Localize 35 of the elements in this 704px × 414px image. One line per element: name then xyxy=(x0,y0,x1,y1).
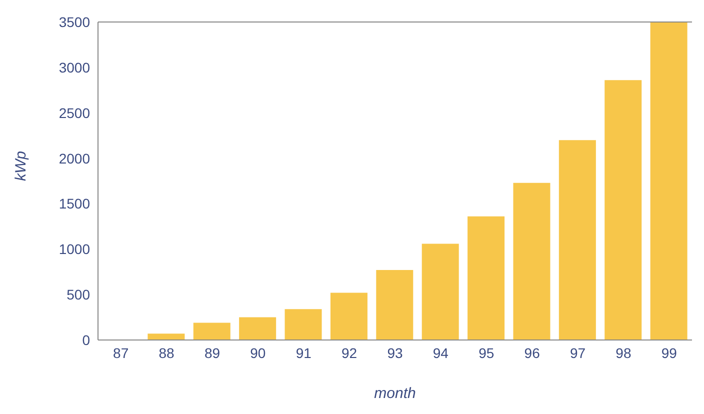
x-tick-label: 89 xyxy=(204,344,220,361)
bar xyxy=(376,270,414,340)
y-tick-label: 3000 xyxy=(58,59,90,76)
x-tick-label: 93 xyxy=(387,344,403,361)
bar xyxy=(239,317,276,340)
x-tick-label: 91 xyxy=(296,344,312,361)
y-tick-label: 3500 xyxy=(58,14,90,30)
y-tick-label: 2000 xyxy=(58,150,90,166)
y-tick-label: 500 xyxy=(66,286,90,303)
x-tick-label: 96 xyxy=(524,344,540,361)
bar xyxy=(468,216,505,340)
bar xyxy=(330,292,368,340)
bar xyxy=(284,309,322,340)
y-tick-label: 1000 xyxy=(58,241,90,258)
x-tick-label: 90 xyxy=(250,344,266,361)
x-tick-label: 95 xyxy=(478,344,494,361)
y-tick-label: 2500 xyxy=(58,104,90,121)
bar xyxy=(604,80,642,340)
x-tick-label: 88 xyxy=(158,344,175,361)
x-tick-label: 99 xyxy=(661,344,678,361)
x-tick-label: 87 xyxy=(113,344,129,361)
bar xyxy=(422,244,459,340)
bar xyxy=(513,182,550,340)
bar xyxy=(193,322,230,340)
y-axis-title: kWp xyxy=(12,151,30,181)
y-tick-label: 1500 xyxy=(58,196,90,212)
bar xyxy=(558,140,596,340)
x-tick-label: 97 xyxy=(570,344,586,361)
x-tick-label: 92 xyxy=(342,344,358,361)
x-tick-label: 98 xyxy=(616,344,632,361)
x-tick-label: 94 xyxy=(432,344,449,361)
bar xyxy=(148,334,185,340)
y-tick-label: 0 xyxy=(82,332,90,348)
x-axis-title: month xyxy=(374,385,416,402)
bar xyxy=(650,22,688,340)
